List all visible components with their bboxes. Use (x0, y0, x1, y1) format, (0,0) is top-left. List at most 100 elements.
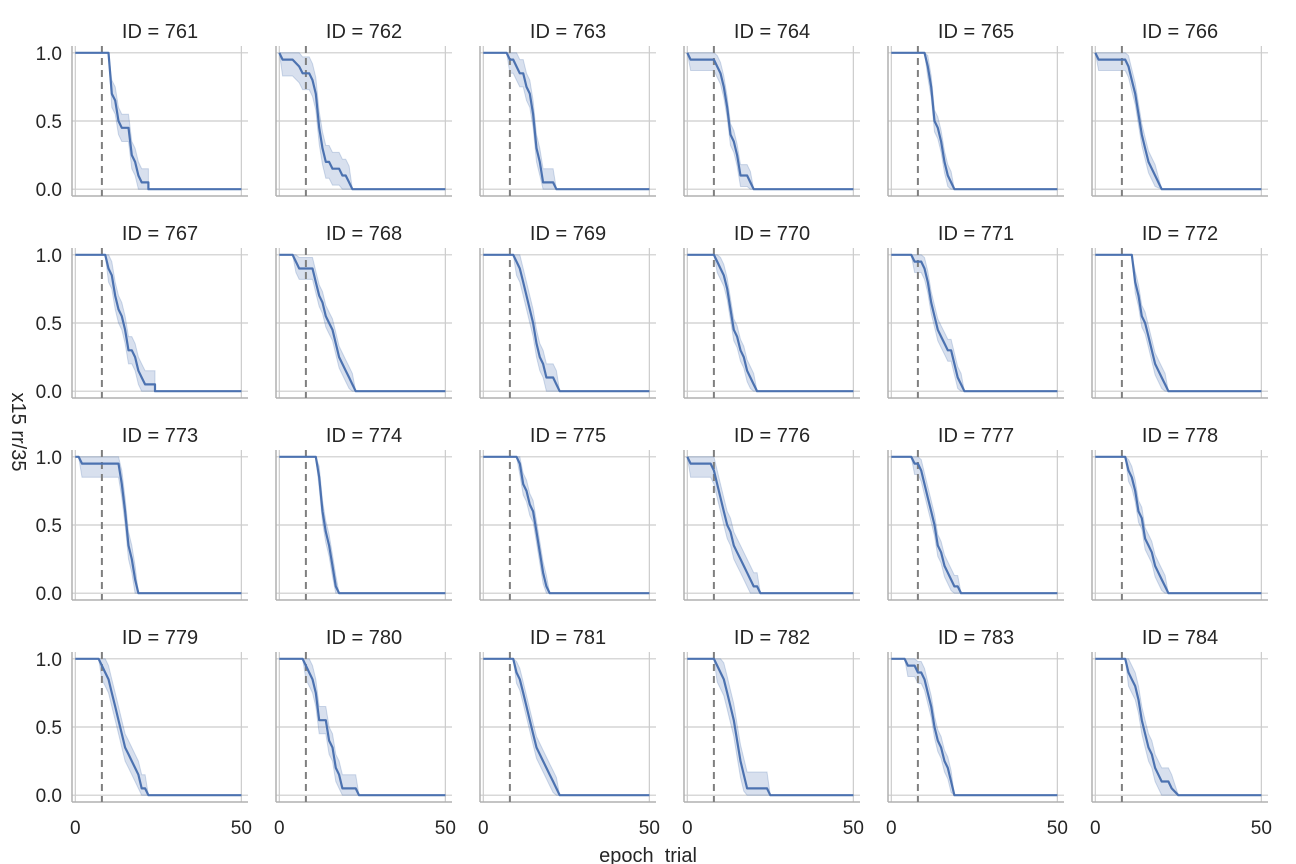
panel-title: ID = 778 (1142, 425, 1218, 447)
confidence-band (483, 658, 650, 796)
series-line (891, 253, 1058, 393)
facet-panel: ID = 781 0 50 (478, 627, 660, 839)
facet-panel: ID = 761 0.0 0.5 1.0 (36, 21, 248, 201)
confidence-band (1095, 456, 1262, 594)
series-line (1095, 455, 1262, 595)
confidence-band (686, 456, 854, 594)
confidence-band (279, 658, 446, 796)
confidence-band (687, 658, 854, 796)
facet-panel: ID = 762 (275, 21, 452, 197)
series-line (75, 51, 242, 191)
facet-panel: ID = 782 0 50 (682, 627, 864, 839)
facet-panel: ID = 775 (479, 425, 656, 601)
panel-title: ID = 779 (122, 627, 198, 649)
confidence-band (891, 254, 1058, 392)
facet-panel: ID = 765 (887, 21, 1064, 197)
facet-panel: ID = 768 (275, 223, 452, 399)
y-tick-label: 1.0 (36, 246, 62, 267)
panel-title: ID = 772 (1142, 223, 1218, 245)
x-tick-label: 50 (1047, 818, 1068, 839)
x-axis-label: epoch_trial (599, 845, 697, 864)
facet-panels: ID = 761 0.0 0.5 1.0 ID = 762 ID = 763 ID = 76… (36, 21, 1272, 839)
panel-title: ID = 774 (326, 425, 402, 447)
x-tick-label: 50 (231, 818, 252, 839)
facet-panel: ID = 773 0.0 0.5 1.0 (36, 425, 248, 605)
y-tick-label: 0.5 (36, 718, 62, 739)
confidence-band (278, 52, 446, 190)
panel-title: ID = 770 (734, 223, 810, 245)
facet-panel: ID = 783 0 50 (886, 627, 1068, 839)
y-axis-label: x15 rr/35 (7, 393, 29, 472)
x-tick-label: 0 (1090, 818, 1101, 839)
confidence-band (687, 254, 854, 392)
confidence-band (483, 52, 650, 190)
facet-panel: ID = 777 (887, 425, 1064, 601)
y-tick-label: 0.5 (36, 112, 62, 133)
series-line (279, 253, 446, 393)
y-tick-label: 0.0 (36, 382, 62, 403)
facet-panel: ID = 774 (275, 425, 452, 601)
panel-title: ID = 777 (938, 425, 1014, 447)
panel-title: ID = 773 (122, 425, 198, 447)
series-line (279, 455, 446, 595)
series-line (279, 657, 446, 797)
x-tick-label: 50 (1251, 818, 1272, 839)
panel-title: ID = 769 (530, 223, 606, 245)
panel-title: ID = 781 (530, 627, 606, 649)
series-line (891, 51, 1058, 191)
confidence-band (279, 254, 446, 392)
series-line (278, 52, 446, 191)
facet-panel: ID = 772 (1091, 223, 1268, 399)
facet-panel: ID = 766 (1091, 21, 1268, 197)
series-line (483, 455, 650, 595)
facet-panel: ID = 779 0.0 0.5 1.0 0 50 (36, 627, 252, 839)
panel-title: ID = 783 (938, 627, 1014, 649)
facet-panel: ID = 767 0.0 0.5 1.0 (36, 223, 248, 403)
x-tick-label: 0 (682, 818, 693, 839)
y-tick-label: 1.0 (36, 44, 62, 65)
panel-title: ID = 765 (938, 21, 1014, 43)
panel-title: ID = 764 (734, 21, 810, 43)
series-line (891, 657, 1058, 797)
facet-panel: ID = 763 (479, 21, 656, 197)
series-line (75, 455, 242, 595)
panel-title: ID = 768 (326, 223, 402, 245)
series-line (483, 657, 650, 797)
series-line (1095, 657, 1262, 797)
facet-panel: ID = 780 0 50 (274, 627, 456, 839)
y-tick-label: 0.0 (36, 786, 62, 807)
x-tick-label: 50 (639, 818, 660, 839)
facet-panel: ID = 771 (887, 223, 1064, 399)
y-tick-label: 0.5 (36, 314, 62, 335)
series-line (483, 253, 650, 393)
facet-panel: ID = 764 (683, 21, 860, 197)
y-tick-label: 1.0 (36, 448, 62, 469)
panel-title: ID = 775 (530, 425, 606, 447)
series-line (483, 51, 650, 191)
series-line (687, 657, 854, 797)
facet-panel: ID = 770 (683, 223, 860, 399)
panel-title: ID = 780 (326, 627, 402, 649)
x-tick-label: 0 (478, 818, 489, 839)
facet-panel: ID = 784 0 50 (1090, 627, 1272, 839)
panel-title: ID = 782 (734, 627, 810, 649)
series-line (686, 52, 854, 191)
series-line (75, 657, 242, 797)
series-line (75, 253, 242, 393)
confidence-band (891, 658, 1058, 796)
panel-title: ID = 767 (122, 223, 198, 245)
series-line (687, 253, 854, 393)
panel-title: ID = 776 (734, 425, 810, 447)
series-line (1094, 52, 1262, 191)
confidence-band (1094, 52, 1262, 190)
panel-title: ID = 761 (122, 21, 198, 43)
y-tick-label: 0.0 (36, 180, 62, 201)
confidence-band (483, 456, 650, 594)
confidence-band (891, 456, 1058, 594)
x-tick-label: 50 (843, 818, 864, 839)
panel-title: ID = 763 (530, 21, 606, 43)
facet-panel: ID = 776 (683, 425, 860, 601)
facet-panel: ID = 778 (1091, 425, 1268, 601)
y-tick-label: 0.0 (36, 584, 62, 605)
